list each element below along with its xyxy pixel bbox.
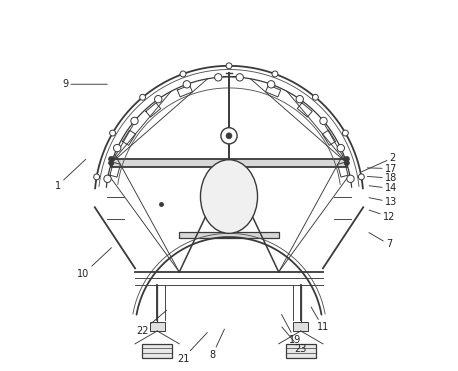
Text: 14: 14 xyxy=(369,183,397,193)
Text: 10: 10 xyxy=(77,248,111,279)
Text: 19: 19 xyxy=(282,314,301,345)
Circle shape xyxy=(236,74,244,81)
Circle shape xyxy=(183,81,191,88)
Circle shape xyxy=(226,63,232,69)
Circle shape xyxy=(214,74,222,81)
Circle shape xyxy=(312,94,318,100)
Bar xyxy=(286,344,316,358)
Text: 12: 12 xyxy=(369,210,395,222)
Text: 9: 9 xyxy=(62,79,107,89)
Circle shape xyxy=(226,133,232,139)
Circle shape xyxy=(344,161,349,165)
Bar xyxy=(150,322,164,331)
Text: 11: 11 xyxy=(311,307,329,332)
Circle shape xyxy=(109,130,115,136)
Circle shape xyxy=(296,95,304,103)
Text: 1: 1 xyxy=(55,159,86,190)
Circle shape xyxy=(337,144,344,152)
Circle shape xyxy=(347,175,354,183)
Bar xyxy=(111,159,347,167)
Circle shape xyxy=(94,174,99,180)
Circle shape xyxy=(320,117,327,125)
Bar xyxy=(179,232,279,238)
Circle shape xyxy=(343,130,349,136)
Ellipse shape xyxy=(201,160,257,233)
Circle shape xyxy=(267,81,275,88)
Circle shape xyxy=(344,157,349,161)
Circle shape xyxy=(109,161,114,165)
Text: 18: 18 xyxy=(367,173,397,183)
Text: 7: 7 xyxy=(369,233,393,249)
Text: 22: 22 xyxy=(136,310,167,336)
Circle shape xyxy=(104,175,111,183)
Circle shape xyxy=(180,71,186,77)
Text: 21: 21 xyxy=(177,332,207,364)
Circle shape xyxy=(154,95,162,103)
Circle shape xyxy=(109,157,114,161)
Circle shape xyxy=(221,128,237,144)
Bar xyxy=(142,344,172,358)
Bar xyxy=(294,322,308,331)
Text: 2: 2 xyxy=(362,153,396,172)
Circle shape xyxy=(359,174,364,180)
Text: 17: 17 xyxy=(367,164,397,174)
Circle shape xyxy=(272,71,278,77)
Circle shape xyxy=(114,144,121,152)
Text: 13: 13 xyxy=(369,197,397,207)
Circle shape xyxy=(131,117,138,125)
Circle shape xyxy=(140,94,146,100)
Text: 23: 23 xyxy=(282,327,307,354)
Text: 8: 8 xyxy=(209,329,224,360)
